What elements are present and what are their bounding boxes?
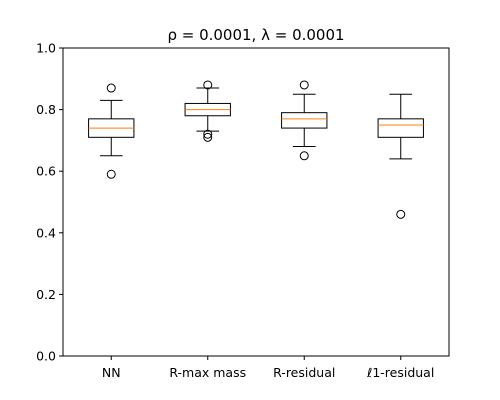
- outlier-point: [203, 132, 213, 142]
- box-iqr: [281, 112, 328, 129]
- outlier-point: [396, 209, 406, 219]
- y-tick-label: 0.0: [36, 349, 56, 364]
- outlier-point: [203, 129, 213, 139]
- chart-title: ρ = 0.0001, λ = 0.0001: [167, 26, 344, 44]
- y-tick-label: 0.6: [36, 164, 56, 179]
- box-iqr: [377, 118, 424, 138]
- plot-area: 0.0 0.2 0.4 0.6 0.8 1.0 NN R-max mass R-residual…: [36, 41, 434, 381]
- y-tick-label: 0.4: [36, 225, 56, 240]
- y-tick-label: 0.8: [36, 102, 56, 117]
- plot-frame: [62, 47, 450, 357]
- x-tick-label: ℓ1-residual: [366, 365, 434, 380]
- y-tick-label: 0.2: [36, 287, 56, 302]
- x-tick-label: R-max mass: [169, 365, 246, 380]
- outlier-point: [106, 83, 116, 93]
- outlier-point: [203, 80, 213, 90]
- outlier-point: [106, 169, 116, 179]
- outlier-point: [299, 151, 309, 161]
- x-tick-label: NN: [102, 365, 121, 380]
- outlier-point: [299, 80, 309, 90]
- y-tick-label: 1.0: [36, 41, 56, 56]
- x-tick-label: R-residual: [273, 365, 335, 380]
